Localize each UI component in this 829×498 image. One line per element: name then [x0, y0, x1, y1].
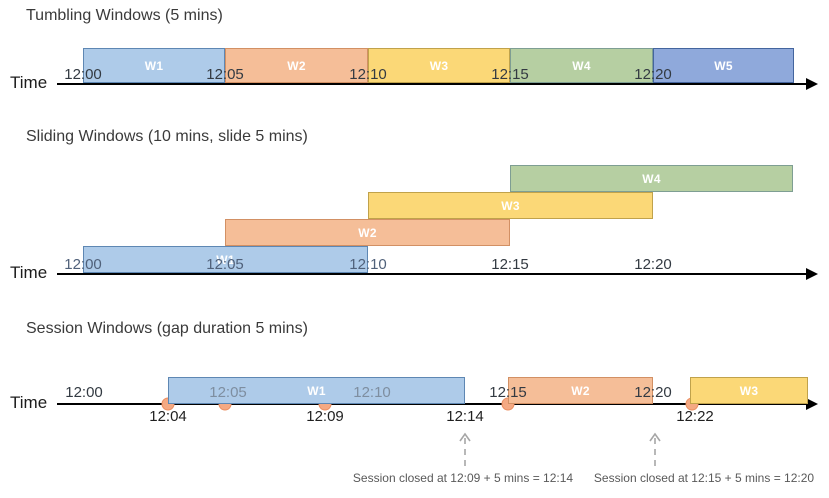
sliding-time-axis-label: Time [10, 263, 48, 282]
session-axis-arrowhead-icon [806, 398, 818, 410]
tumbling-tick-12-05: 12:05 [206, 66, 244, 83]
tumbling-tick-12-15: 12:15 [491, 66, 529, 83]
tumbling-window-w1: W1 [83, 48, 225, 83]
event-label-12-04: 12:04 [149, 408, 187, 425]
sliding-tick-12-00: 12:00 [64, 256, 102, 273]
session-section-title: Session Windows (gap duration 5 mins) [26, 320, 308, 337]
sliding-time-axis [57, 273, 808, 275]
tumbling-axis-arrowhead-icon [806, 78, 818, 90]
session-window-w1: W1 [168, 377, 465, 404]
tumbling-window-w2: W2 [225, 48, 368, 83]
tumbling-tick-12-00: 12:00 [64, 66, 102, 83]
tumbling-window-w4: W4 [510, 48, 653, 83]
session-closed-note-2: Session closed at 12:15 + 5 mins = 12:20 [593, 471, 815, 485]
event-label-12-09: 12:09 [306, 408, 344, 425]
session-tick-12-00: 12:00 [65, 384, 103, 401]
session-time-axis-label: Time [10, 393, 48, 412]
sliding-window-w4: W4 [510, 165, 793, 192]
session-time-axis [57, 403, 808, 405]
sliding-window-w1: W1 [83, 246, 368, 273]
event-label-12-14: 12:14 [446, 408, 484, 425]
tumbling-time-axis-label: Time [10, 73, 48, 92]
sliding-axis-arrowhead-icon [806, 268, 818, 280]
event-label-12-22: 12:22 [676, 408, 714, 425]
tumbling-tick-12-20: 12:20 [634, 66, 672, 83]
session-closed-note-1: Session closed at 12:09 + 5 mins = 12:14 [352, 471, 574, 485]
session-tick-12-05: 12:05 [209, 384, 247, 401]
sliding-tick-12-15: 12:15 [491, 256, 529, 273]
session-tick-12-15: 12:15 [489, 384, 527, 401]
sliding-tick-12-05: 12:05 [206, 256, 244, 273]
tumbling-tick-12-10: 12:10 [349, 66, 387, 83]
session-window-w2: W2 [508, 377, 653, 404]
sliding-tick-12-20: 12:20 [634, 256, 672, 273]
sliding-window-w2: W2 [225, 219, 510, 246]
dashed-up-arrow-icon [458, 432, 472, 471]
session-tick-12-20: 12:20 [634, 384, 672, 401]
tumbling-window-w5: W5 [653, 48, 794, 83]
tumbling-section-title: Tumbling Windows (5 mins) [26, 7, 223, 24]
session-tick-12-10: 12:10 [353, 384, 391, 401]
sliding-window-w3: W3 [368, 192, 653, 219]
sliding-tick-12-10: 12:10 [349, 256, 387, 273]
dashed-up-arrow-icon [648, 432, 662, 471]
sliding-section-title: Sliding Windows (10 mins, slide 5 mins) [26, 128, 308, 145]
session-window-w3: W3 [690, 377, 808, 404]
tumbling-window-w3: W3 [368, 48, 510, 83]
tumbling-time-axis [57, 83, 808, 85]
